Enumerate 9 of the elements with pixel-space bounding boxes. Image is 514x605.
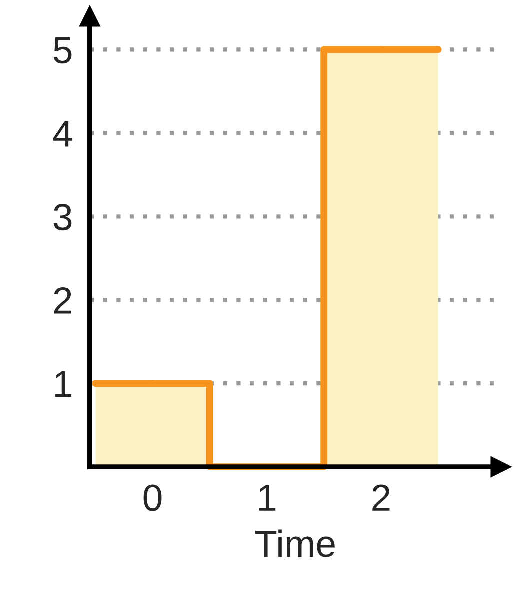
x-tick-label: 0 xyxy=(144,484,162,512)
y-tick-label: 2 xyxy=(54,288,72,314)
y-tick-label: 3 xyxy=(54,204,72,231)
x-tick-label: 2 xyxy=(372,484,390,511)
y-tick-label: 4 xyxy=(53,120,72,147)
x-axis-title: Time xyxy=(255,530,335,558)
y-tick-label: 5 xyxy=(54,38,72,64)
x-tick-label: 1 xyxy=(259,485,276,511)
y-tick-label: 1 xyxy=(55,371,72,398)
